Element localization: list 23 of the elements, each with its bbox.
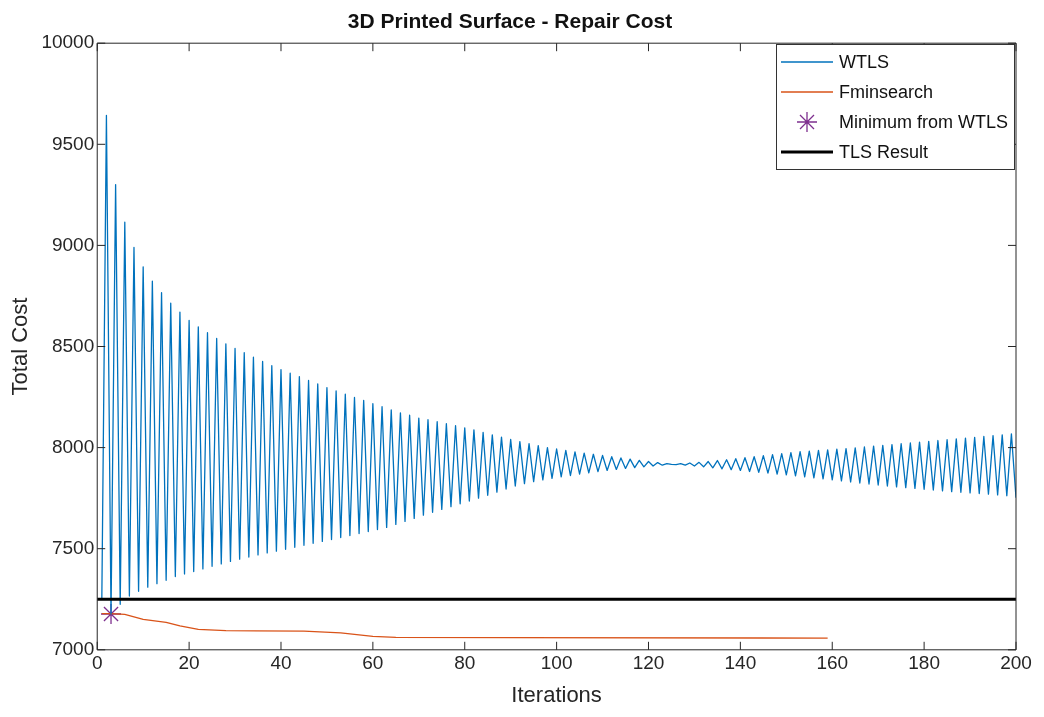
x-axis-title: Iterations: [511, 681, 602, 707]
x-tick-label: 40: [270, 652, 292, 674]
y-tick-label: 9000: [51, 233, 95, 255]
x-tick-label: 80: [454, 652, 476, 674]
y-tick-label: 10000: [41, 31, 95, 53]
x-tick-label: 120: [632, 652, 665, 674]
legend-label: WTLS: [838, 51, 889, 73]
x-tick-label: 140: [724, 652, 757, 674]
x-tick-label: 180: [908, 652, 940, 674]
y-tick-label: 8500: [51, 334, 95, 356]
y-axis-title: Total Cost: [7, 297, 33, 396]
x-tick-label: 100: [540, 652, 573, 674]
chart-title: 3D Printed Surface - Repair Cost: [347, 9, 673, 33]
y-tick-label: 8000: [51, 435, 95, 457]
legend-label: Fminsearch: [838, 81, 934, 103]
y-tick-label: 9500: [51, 132, 95, 154]
x-tick-label: 160: [816, 652, 849, 674]
legend-label: Minimum from WTLS: [838, 111, 1008, 133]
x-tick-label: 20: [178, 652, 200, 674]
legend-label: TLS Result: [838, 141, 929, 163]
x-tick-label: 60: [362, 652, 384, 674]
x-tick-label: 200: [1000, 652, 1032, 674]
y-tick-label: 7500: [51, 536, 95, 558]
